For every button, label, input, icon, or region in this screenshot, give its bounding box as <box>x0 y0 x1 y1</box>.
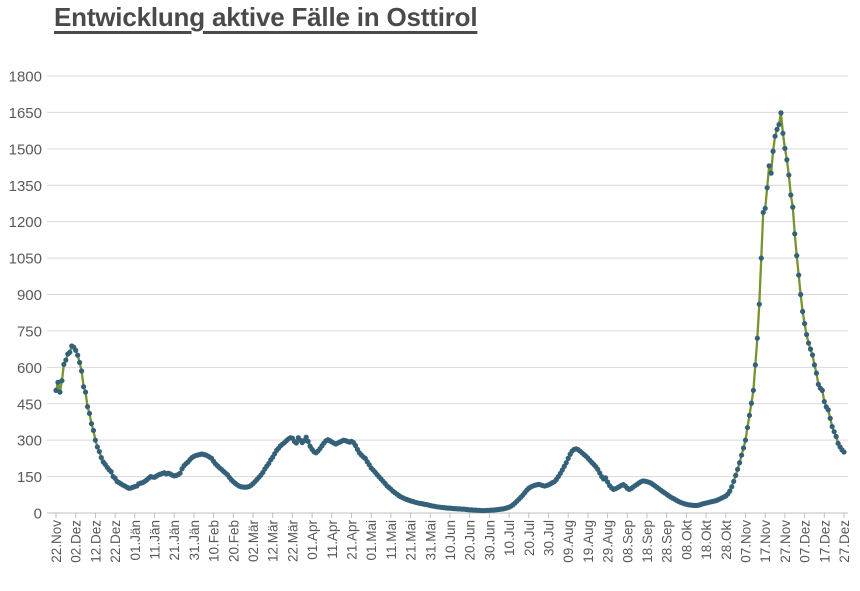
series <box>54 111 845 512</box>
y-tick-label: 300 <box>17 433 42 450</box>
x-tick-label: 11.Mai <box>384 520 399 560</box>
x-tick-label: 20.Feb <box>226 520 241 562</box>
x-tick-label: 01.Jän <box>128 520 143 561</box>
y-tick-label: 0 <box>34 506 42 523</box>
x-tick-label: 07.Dez <box>798 520 813 563</box>
x-tick-label: 22.Dez <box>108 520 123 563</box>
x-tick-label: 07.Nov <box>739 520 754 563</box>
x-tick-label: 28.Okt <box>719 520 734 560</box>
x-tick-label: 27.Nov <box>778 520 793 563</box>
x-tick-label: 10.Jun <box>443 520 458 561</box>
x-tick-label: 02.Dez <box>69 520 84 563</box>
x-tick-label: 19.Aug <box>581 520 596 563</box>
x-tick-label: 02.Mär <box>246 520 261 563</box>
y-tick-label: 1050 <box>9 251 42 268</box>
x-tick-label: 31.Jän <box>187 520 202 561</box>
x-tick-label: 01.Apr <box>305 520 320 560</box>
y-tick-label: 1500 <box>9 141 42 158</box>
x-axis <box>47 512 848 518</box>
y-tick-label: 1200 <box>9 214 42 231</box>
x-tick-label: 09.Aug <box>561 520 576 563</box>
x-tick-label: 21.Mai <box>404 520 419 561</box>
x-tick-label: 27.Dez <box>837 520 852 563</box>
x-tick-label: 17.Nov <box>758 520 773 563</box>
x-tick-label: 17.Dez <box>817 520 832 563</box>
y-tick-label: 1800 <box>9 69 42 86</box>
x-tick-label: 30.Jun <box>482 520 497 561</box>
x-tick-label: 29.Aug <box>601 520 616 563</box>
x-tick-label: 22.Mär <box>285 520 300 563</box>
y-tick-label: 900 <box>17 287 42 304</box>
data-markers <box>53 110 847 514</box>
data-line <box>54 111 845 512</box>
x-tick-label: 01.Mai <box>364 520 379 561</box>
y-tick-label: 600 <box>17 360 42 377</box>
y-tick-label: 150 <box>17 469 42 486</box>
x-tick-label: 21.Apr <box>345 520 360 560</box>
y-tick-label: 450 <box>17 396 42 413</box>
chart-title: Entwicklung aktive Fälle in Osttirol <box>54 2 478 32</box>
x-tick-label: 10.Jul <box>502 520 517 556</box>
x-tick-label: 12.Dez <box>88 520 103 563</box>
x-tick-label: 12.Mär <box>266 520 281 563</box>
x-tick-label: 18.Sep <box>640 520 655 563</box>
x-tick-label: 10.Feb <box>207 520 222 562</box>
x-axis-labels: 22.Nov 02.Dez 12.Dez 22.Dez 01.Jän 11.Jän 21.J… <box>49 520 852 563</box>
x-tick-label: 11.Jän <box>148 520 163 560</box>
y-axis-labels: 0 150 300 450 600 750 900 1050 1200 1350 1500 1650 1… <box>9 69 42 523</box>
x-tick-label: 18.Okt <box>699 520 714 560</box>
x-tick-label: 20.Jun <box>463 520 478 561</box>
y-tick-label: 750 <box>17 323 42 340</box>
x-tick-label: 11.Apr <box>325 520 340 559</box>
x-tick-label: 20.Jul <box>522 520 537 556</box>
x-tick-label: 08.Sep <box>620 520 635 563</box>
x-tick-label: 30.Jul <box>542 520 557 556</box>
x-tick-label: 31.Mai <box>423 520 438 561</box>
x-tick-label: 08.Okt <box>679 520 694 560</box>
x-tick-label: 22.Nov <box>49 520 64 563</box>
y-tick-label: 1350 <box>9 178 42 195</box>
x-tick-label: 28.Sep <box>660 520 675 563</box>
x-tick-label: 21.Jän <box>167 520 182 561</box>
y-tick-label: 1650 <box>9 105 42 122</box>
grid-lines <box>47 75 848 514</box>
